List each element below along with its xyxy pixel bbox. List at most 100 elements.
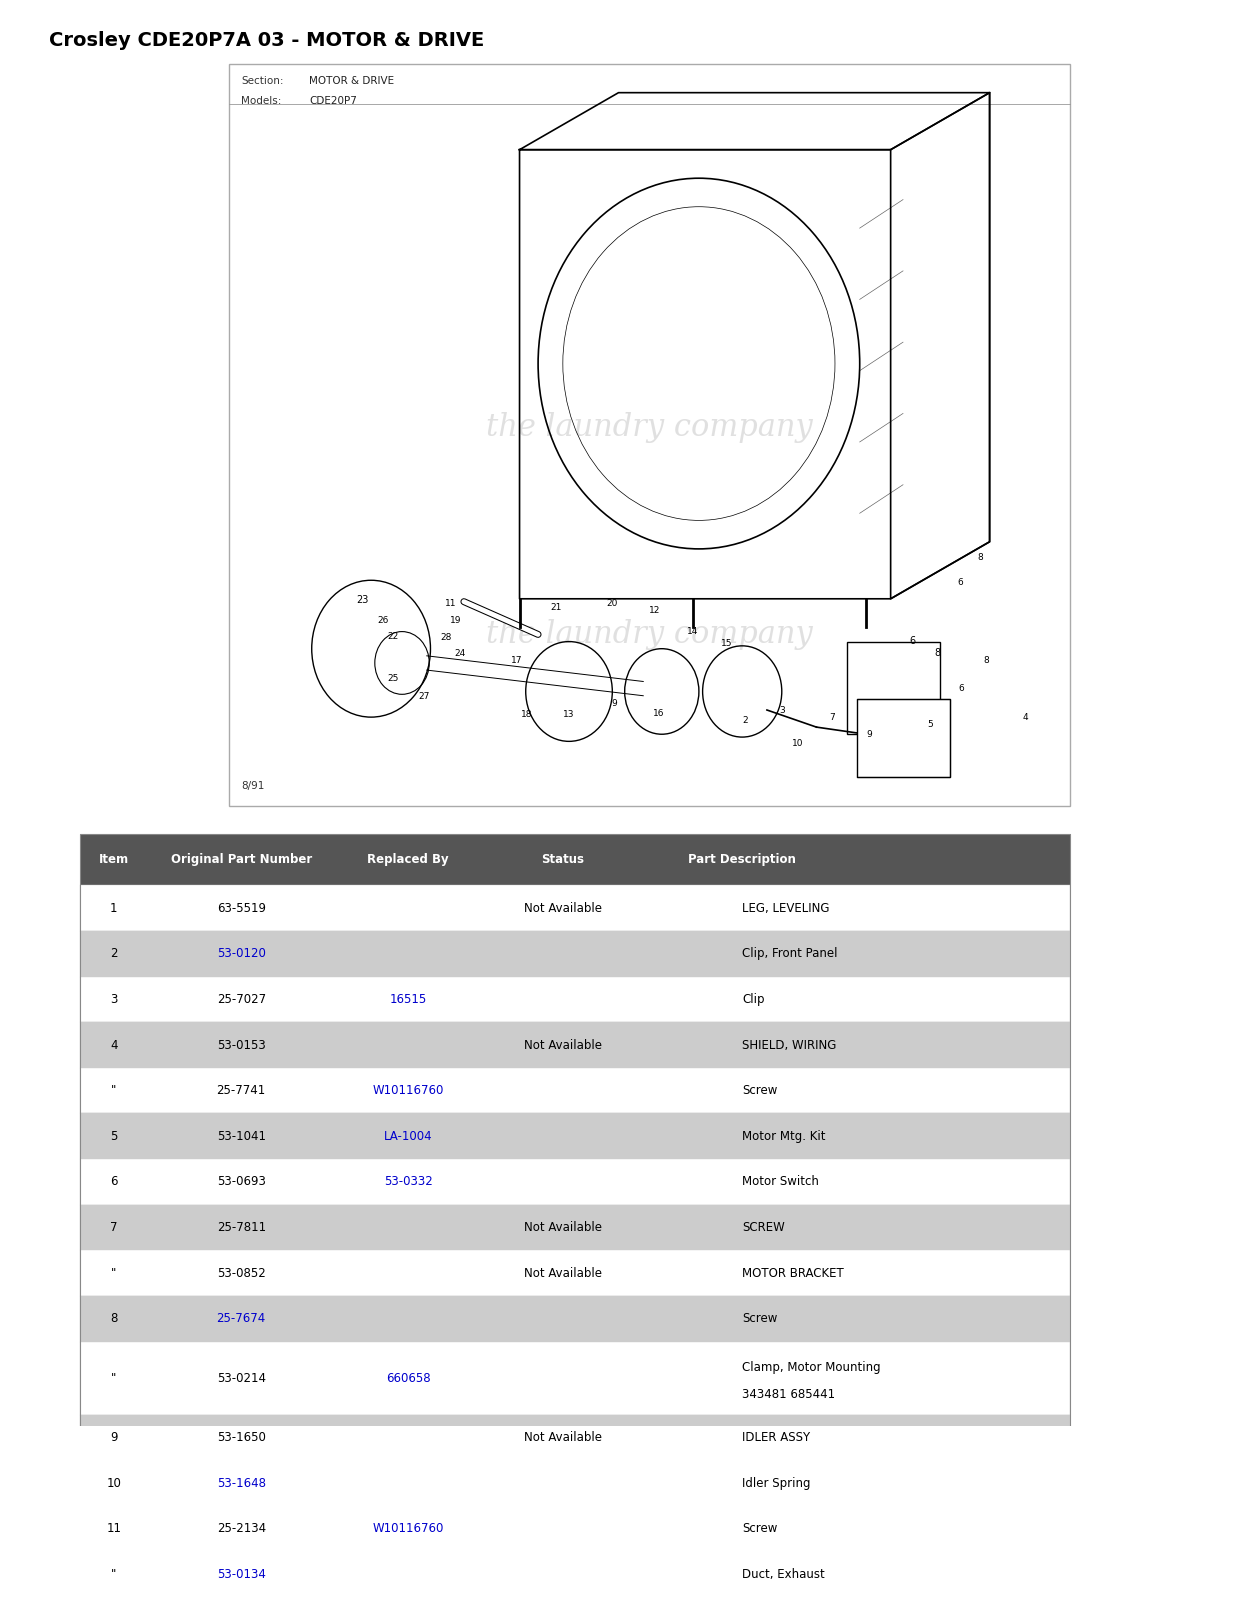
Text: 53-0120: 53-0120 [216,947,266,960]
Text: 25: 25 [387,675,398,683]
Text: CDE20P7: CDE20P7 [309,96,357,106]
Text: 11: 11 [106,1522,121,1534]
Text: Part Description: Part Description [688,853,797,866]
Text: 10: 10 [106,1477,121,1490]
Text: 6: 6 [110,1176,118,1189]
Text: 2: 2 [742,715,748,725]
Text: 24: 24 [454,650,465,658]
Text: Motor Mtg. Kit: Motor Mtg. Kit [742,1130,826,1142]
Text: SHIELD, WIRING: SHIELD, WIRING [742,1038,836,1051]
Text: 4: 4 [1023,714,1029,722]
Text: 5: 5 [110,1130,118,1142]
Text: Not Available: Not Available [523,902,602,915]
Text: 2: 2 [110,947,118,960]
Text: 19: 19 [450,616,461,626]
FancyBboxPatch shape [80,1205,1070,1250]
Text: W10116760: W10116760 [372,1522,444,1534]
Text: Not Available: Not Available [523,1221,602,1234]
FancyBboxPatch shape [80,1158,1070,1205]
Text: Crosley CDE20P7A 03 - MOTOR & DRIVE: Crosley CDE20P7A 03 - MOTOR & DRIVE [49,32,485,50]
FancyBboxPatch shape [80,1114,1070,1158]
Text: 6: 6 [959,685,965,693]
Text: Section:: Section: [241,75,283,85]
Text: Clip: Clip [742,994,764,1006]
Text: LEG, LEVELING: LEG, LEVELING [742,902,830,915]
Text: 25-7741: 25-7741 [216,1085,266,1098]
Text: 10: 10 [792,739,803,747]
Text: 6: 6 [957,578,964,587]
Text: Screw: Screw [742,1522,778,1534]
FancyBboxPatch shape [80,1506,1070,1552]
Text: the laundry company: the laundry company [486,619,813,650]
Text: Motor Switch: Motor Switch [742,1176,819,1189]
Text: 13: 13 [563,710,574,718]
FancyBboxPatch shape [857,699,950,778]
Text: Duct, Exhaust: Duct, Exhaust [742,1568,825,1581]
Text: 14: 14 [687,627,698,637]
FancyBboxPatch shape [80,1414,1070,1461]
FancyBboxPatch shape [80,1022,1070,1067]
Text: Screw: Screw [742,1312,778,1325]
Text: 28: 28 [440,634,452,642]
Text: 660658: 660658 [386,1371,430,1384]
Text: 26: 26 [377,616,388,626]
Text: 16: 16 [653,709,664,718]
Text: Status: Status [542,853,584,866]
Text: Click on the part number to view part: Click on the part number to view part [507,862,730,877]
Text: 23: 23 [356,595,369,605]
FancyBboxPatch shape [80,1296,1070,1341]
Text: SCREW: SCREW [742,1221,785,1234]
Text: the laundry company: the laundry company [486,413,813,443]
FancyBboxPatch shape [80,1341,1070,1414]
Text: 4: 4 [110,1038,118,1051]
Text: 25-7811: 25-7811 [216,1221,266,1234]
Text: Not Available: Not Available [523,1267,602,1280]
Text: ": " [111,1568,116,1581]
Text: LA-1004: LA-1004 [383,1130,433,1142]
Text: 25-7027: 25-7027 [216,994,266,1006]
Text: 17: 17 [511,656,522,666]
Text: 53-1648: 53-1648 [216,1477,266,1490]
Text: 25-2134: 25-2134 [216,1522,266,1534]
Text: 22: 22 [387,632,398,640]
Text: 7: 7 [110,1221,118,1234]
Text: 15: 15 [721,638,732,648]
Text: 1: 1 [110,902,118,915]
Text: ": " [111,1371,116,1384]
FancyBboxPatch shape [80,834,1070,885]
FancyBboxPatch shape [80,1250,1070,1296]
Text: 53-0214: 53-0214 [216,1371,266,1384]
Text: 7: 7 [829,714,835,722]
Text: 53-1650: 53-1650 [216,1430,266,1443]
Text: 12: 12 [649,606,661,614]
Text: MOTOR BRACKET: MOTOR BRACKET [742,1267,844,1280]
Text: 8: 8 [934,648,940,658]
Text: Not Available: Not Available [523,1430,602,1443]
Text: Crosley Residential Crosley CDE20P7A Dryer Parts Parts Diagram 03 - MOTOR & DRIV: Crosley Residential Crosley CDE20P7A Dry… [362,837,875,851]
Text: Original Part Number: Original Part Number [171,853,312,866]
Text: Models:: Models: [241,96,282,106]
Text: 16515: 16515 [390,994,427,1006]
Text: 11: 11 [445,598,456,608]
Text: 27: 27 [418,691,429,701]
Text: 63-5519: 63-5519 [216,902,266,915]
Text: Replaced By: Replaced By [367,853,449,866]
Text: 53-0852: 53-0852 [216,1267,266,1280]
FancyBboxPatch shape [229,64,1070,805]
FancyBboxPatch shape [80,1461,1070,1506]
Text: 9: 9 [611,699,617,707]
Text: 53-0693: 53-0693 [216,1176,266,1189]
Text: 53-0134: 53-0134 [216,1568,266,1581]
Text: 20: 20 [606,598,617,608]
Text: 8: 8 [977,554,983,562]
Text: 25-7674: 25-7674 [216,1312,266,1325]
Text: 9: 9 [110,1430,118,1443]
Text: 9: 9 [866,730,872,739]
Text: W10116760: W10116760 [372,1085,444,1098]
Text: 53-0153: 53-0153 [216,1038,266,1051]
Text: Item: Item [99,853,129,866]
Text: Idler Spring: Idler Spring [742,1477,810,1490]
FancyBboxPatch shape [80,931,1070,976]
Text: 6: 6 [909,637,915,646]
Text: Not Available: Not Available [523,1038,602,1051]
